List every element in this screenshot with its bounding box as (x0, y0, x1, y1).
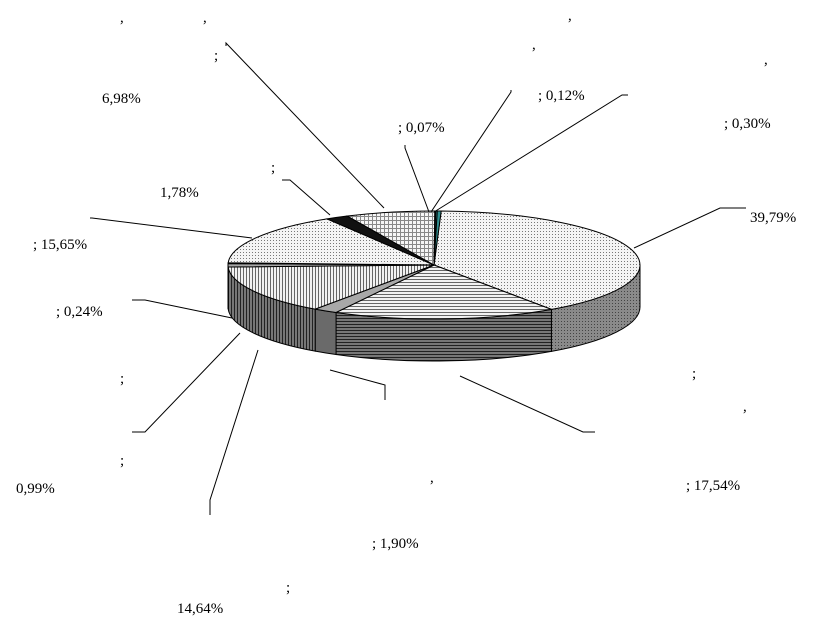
leader-9 (404, 145, 430, 213)
leader-8 (225, 41, 385, 209)
stray-mark-8: ; (120, 371, 124, 387)
stray-mark-4: , (764, 52, 768, 68)
stray-mark-1: , (203, 10, 207, 26)
data-label-3: 14,64% (177, 601, 223, 617)
data-label-10: ; 0,12% (538, 88, 585, 104)
data-label-5: ; 0,24% (56, 304, 103, 320)
stray-mark-10: , (743, 399, 747, 415)
stray-mark-9: ; (120, 453, 124, 469)
leader-10 (430, 90, 512, 213)
data-label-7: 1,78% (160, 185, 199, 201)
leader-3 (209, 349, 259, 515)
stray-mark-11: , (430, 470, 434, 486)
data-label-6: ; 15,65% (33, 237, 87, 253)
leader-lines (90, 41, 746, 515)
leader-5 (132, 299, 233, 319)
data-label-2: ; 1,90% (372, 536, 419, 552)
slice-0 (433, 210, 641, 310)
leader-0 (633, 207, 746, 249)
data-label-9: ; 0,07% (398, 120, 445, 136)
data-label-1: ; 17,54% (686, 478, 740, 494)
stray-mark-12: ; (286, 580, 290, 596)
slice-side-2 (314, 308, 337, 356)
leader-7 (282, 179, 331, 216)
data-label-0: 39,79% (750, 210, 796, 226)
leader-1 (459, 375, 595, 433)
leader-11 (433, 94, 628, 213)
slice-3 (227, 264, 435, 310)
stray-mark-2: , (568, 8, 572, 24)
stray-punctuation: ,,,,,;;;;;,,; (120, 8, 768, 596)
data-label-8: 6,98% (102, 91, 141, 107)
slice-6 (227, 218, 435, 266)
stray-mark-5: ; (214, 48, 218, 64)
stray-mark-3: , (532, 37, 536, 53)
leader-6 (90, 217, 253, 239)
pie-sides (227, 264, 641, 362)
leader-2 (329, 369, 386, 400)
data-label-11: ; 0,30% (724, 116, 771, 132)
stray-mark-6: ; (271, 160, 275, 176)
slice-1 (334, 264, 554, 320)
data-label-4: 0,99% (16, 481, 55, 497)
pie-tops (227, 210, 641, 320)
slice-11 (433, 210, 442, 266)
stray-mark-7: ; (692, 366, 696, 382)
data-labels: 39,79% ; 17,54% ; 1,90% 14,64% 0,99% ; 0,24%;… (16, 88, 796, 617)
leader-4 (132, 332, 241, 433)
stray-mark-0: , (120, 10, 124, 26)
